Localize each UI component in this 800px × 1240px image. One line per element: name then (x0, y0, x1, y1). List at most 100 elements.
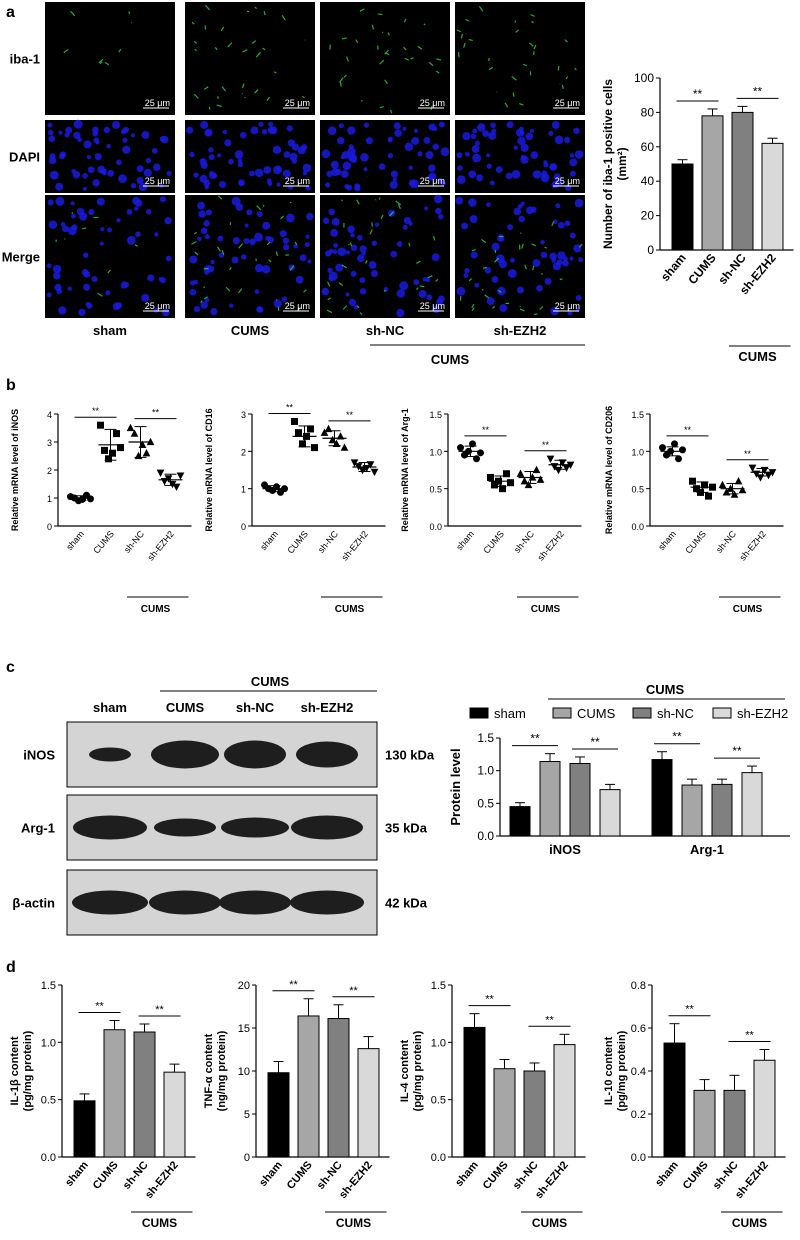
nucleus-mark (350, 270, 357, 277)
microglia-mark (70, 10, 76, 17)
y-tick-label: 0.0 (477, 829, 494, 843)
nucleus-mark (505, 172, 513, 180)
microglia-mark (481, 238, 487, 244)
nucleus-mark (462, 131, 471, 141)
microglia-mark (436, 58, 442, 61)
nucleus-mark (387, 153, 394, 159)
nucleus-mark (387, 137, 393, 143)
nucleus-mark (507, 224, 514, 231)
microglia-mark (484, 294, 490, 299)
microglia-mark (237, 288, 243, 294)
significance-label: ** (590, 735, 600, 749)
nucleus-mark (130, 182, 137, 189)
nucleus-mark (425, 277, 431, 283)
microglia-mark (327, 297, 332, 301)
x-tick-label: sh-NC (511, 1159, 541, 1192)
microglia-mark (242, 49, 248, 53)
y-tick-label: 3 (47, 438, 52, 448)
nucleus-mark (204, 185, 209, 190)
data-point (156, 469, 165, 477)
microglia-mark (533, 44, 537, 50)
y-axis-label: Relative mRNA level of Arg-1 (400, 408, 410, 531)
nucleus-mark (100, 227, 105, 232)
micrograph-tile: 25 μm (185, 120, 315, 193)
y-axis-label-line: IL-4 content (399, 1040, 411, 1103)
microglia-mark (416, 260, 421, 264)
data-point (87, 495, 94, 503)
nucleus-mark (197, 201, 206, 210)
wb-lane-label: sh-NC (236, 700, 275, 715)
microglia-mark (388, 211, 395, 217)
nucleus-mark (106, 143, 111, 149)
x-tick-label: CUMS (91, 1159, 121, 1192)
scale-bar-label: 25 μm (420, 98, 445, 108)
nucleus-mark (262, 221, 271, 230)
nucleus-mark (53, 272, 61, 280)
microglia-mark (369, 229, 373, 235)
y-axis-label-line: IL-1β content (9, 1036, 21, 1105)
microglia-mark (417, 45, 423, 50)
nucleus-mark (574, 150, 584, 159)
microglia-mark (559, 278, 563, 281)
nucleus-mark (486, 202, 491, 207)
nucleus-mark (404, 142, 414, 151)
microglia-mark (544, 246, 547, 249)
nucleus-mark (205, 130, 211, 136)
data-point (113, 430, 120, 438)
nucleus-mark (219, 180, 227, 189)
nucleus-mark (70, 201, 75, 206)
microglia-mark (280, 215, 285, 220)
nucleus-mark (116, 159, 122, 166)
y-tick-label: 0.0 (631, 1152, 646, 1164)
nucleus-mark (569, 232, 576, 239)
nucleus-mark (569, 170, 576, 177)
nucleus-mark (468, 198, 477, 207)
data-point (307, 425, 314, 433)
y-tick-label: 20 (238, 980, 250, 992)
nucleus-mark (120, 129, 127, 135)
nucleus-mark (136, 165, 144, 173)
wb-lane-label: sh-EZH2 (301, 700, 354, 715)
nucleus-mark (578, 257, 584, 263)
nucleus-mark (350, 244, 358, 252)
microglia-mark (384, 52, 390, 56)
nucleus-mark (159, 277, 166, 284)
nucleus-mark (428, 164, 436, 172)
microglia-mark (415, 287, 419, 290)
blot-band (291, 815, 363, 840)
microglia-mark (301, 95, 305, 99)
nucleus-mark (331, 168, 339, 177)
microglia-mark (339, 81, 342, 87)
x-tick-label: sh-NC (122, 528, 146, 554)
bar (493, 1068, 516, 1158)
legend-label: CUMS (577, 706, 616, 721)
y-tick-label: 1.5 (429, 410, 442, 420)
bar (693, 1089, 716, 1158)
wb-lane-label: sham (93, 700, 127, 715)
microglia-mark (193, 231, 198, 235)
nucleus-mark (281, 296, 288, 302)
nucleus-mark (283, 151, 291, 158)
nucleus-mark (269, 126, 278, 135)
significance-label: ** (693, 87, 703, 101)
nucleus-mark (330, 160, 339, 169)
bar (463, 1026, 486, 1158)
microglia-mark (471, 307, 475, 311)
microglia-mark (349, 242, 353, 247)
x-tick-label: sh-NC (512, 528, 536, 554)
nucleus-mark (250, 126, 259, 135)
nucleus-mark (321, 149, 331, 159)
micrograph-panel: iba-1 25 μm 25 μm 25 μm 25 μm DAPI 25 μm 25 μm 2… (2, 2, 585, 367)
microglia-mark (564, 39, 568, 43)
nucleus-mark (54, 283, 62, 292)
microglia-mark (377, 13, 383, 16)
nucleus-mark (229, 303, 234, 308)
nucleus-mark (490, 122, 496, 129)
nucleus-mark (231, 256, 239, 264)
bar (681, 784, 703, 837)
microglia-mark (504, 102, 509, 108)
y-axis-label: TNF-α content(ng/mg protein) (203, 1030, 228, 1111)
y-tick-label: 0.5 (41, 1095, 56, 1107)
y-tick-label: 0 (647, 243, 654, 257)
microglia-mark (104, 61, 110, 66)
